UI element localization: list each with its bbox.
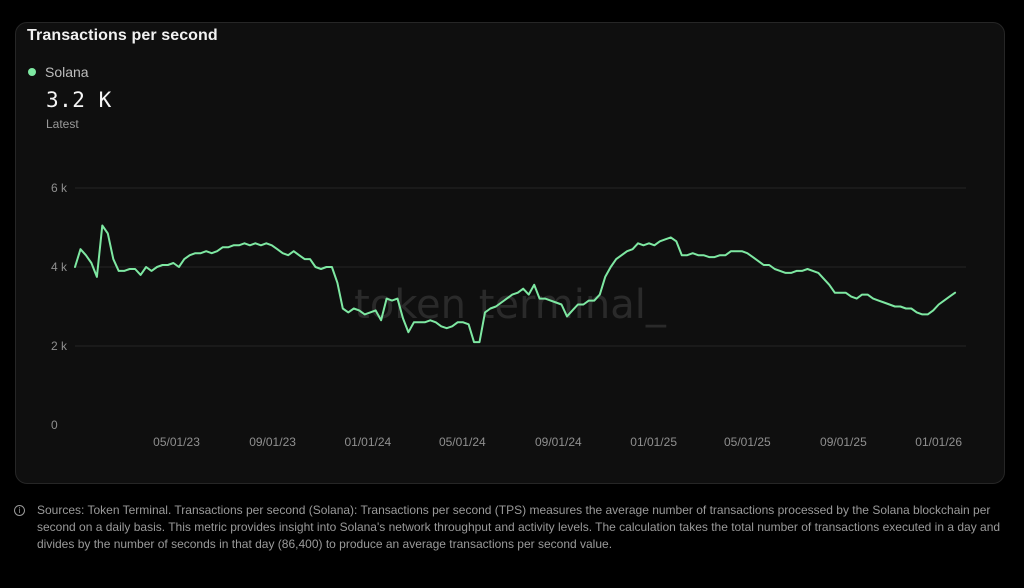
x-tick-label: 05/01/24: [439, 435, 486, 449]
info-icon: i: [14, 505, 25, 516]
legend-dot-icon: [28, 68, 36, 76]
x-tick-label: 09/01/23: [249, 435, 296, 449]
x-tick-label: 09/01/24: [535, 435, 582, 449]
legend-label-solana: Solana: [45, 64, 89, 80]
x-tick-label: 01/01/26: [915, 435, 962, 449]
y-tick-label: 0: [51, 418, 58, 432]
x-tick-label: 05/01/23: [153, 435, 200, 449]
x-tick-label: 05/01/25: [724, 435, 771, 449]
footnote-text: Sources: Token Terminal. Transactions pe…: [37, 503, 1001, 551]
y-tick-label: 2 k: [51, 339, 68, 353]
legend[interactable]: Solana: [28, 64, 89, 80]
y-tick-label: 6 k: [51, 181, 68, 195]
y-tick-label: 4 k: [51, 260, 68, 274]
footnote: i Sources: Token Terminal. Transactions …: [14, 502, 1004, 553]
x-tick-label: 09/01/25: [820, 435, 867, 449]
x-tick-label: 01/01/25: [630, 435, 677, 449]
chart-title: Transactions per second: [27, 27, 218, 44]
chart-card: [15, 22, 1005, 484]
watermark-text: token terminal_: [354, 282, 667, 328]
latest-label: Latest: [46, 117, 79, 131]
latest-value: 3.2 K: [46, 88, 112, 112]
series-line-solana: [74, 224, 957, 344]
x-tick-label: 01/01/24: [344, 435, 391, 449]
